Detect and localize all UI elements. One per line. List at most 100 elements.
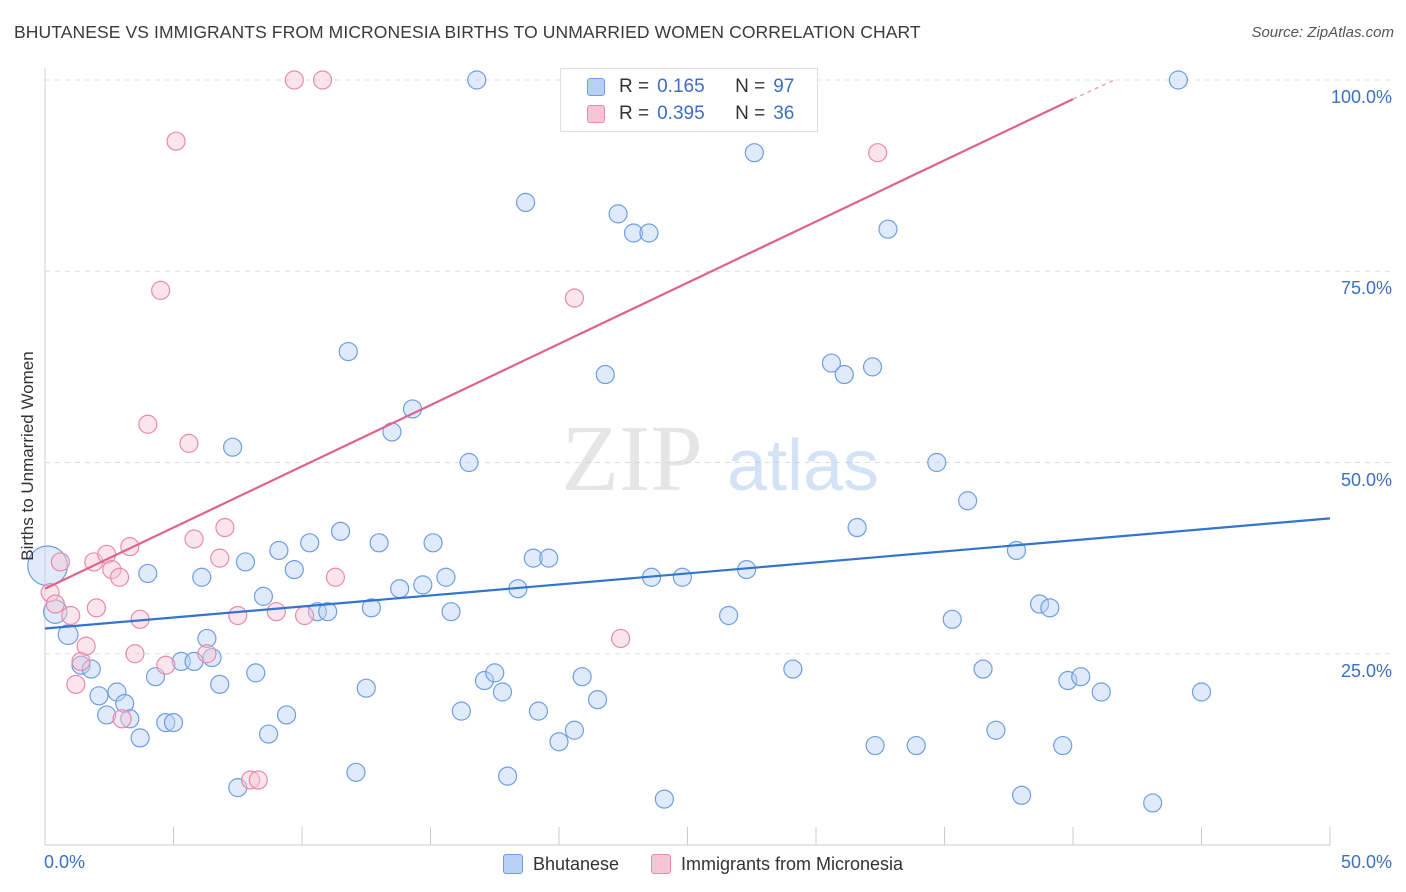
micronesia-point <box>166 131 186 151</box>
micronesia-point <box>45 594 65 614</box>
legend-item-bhutanese[interactable]: Bhutanese <box>502 853 620 875</box>
stats-legend: R = 0.165 N = 97 R = 0.395 N = 36 <box>560 68 818 132</box>
legend-label: Bhutanese <box>532 853 620 874</box>
bhutanese-point <box>564 720 585 740</box>
chart-title: BHUTANESE VS IMMIGRANTS FROM MICRONESIA … <box>14 22 921 42</box>
stats-row-bhutanese: R = 0.165 N = 97 <box>587 74 794 100</box>
bhutanese-point <box>906 735 926 756</box>
micronesia-point <box>138 414 158 434</box>
bhutanese-point <box>202 647 222 668</box>
r-label: R = <box>619 103 650 124</box>
bhutanese-point <box>390 579 410 599</box>
micronesia-point <box>284 70 304 90</box>
micronesia-point <box>611 628 631 649</box>
bhutanese-point <box>587 690 608 710</box>
bhutanese-point <box>528 701 549 721</box>
micronesia-point <box>61 605 81 626</box>
bhutanese-point <box>878 219 898 239</box>
micronesia-trend-line <box>44 98 1074 590</box>
bhutanese-point <box>672 567 692 587</box>
bhutanese-point <box>1029 594 1050 614</box>
bhutanese-point <box>942 609 962 629</box>
watermark-zip: ZIP <box>562 407 703 511</box>
micronesia-point <box>312 70 333 90</box>
micronesia-point <box>156 655 176 675</box>
blue-swatch-icon <box>502 854 523 874</box>
bhutanese-point <box>235 552 256 572</box>
bhutanese-point <box>223 437 243 457</box>
bhutanese-point <box>474 670 495 691</box>
y-axis-label: Births to Unmarried Women <box>18 351 37 561</box>
bhutanese-point <box>1058 670 1078 691</box>
bhutanese-point <box>821 353 842 373</box>
micronesia-point <box>66 674 86 694</box>
bhutanese-point <box>269 540 289 561</box>
bhutanese-point <box>338 341 358 362</box>
grid-lines <box>45 79 1395 655</box>
micronesia-point <box>86 598 107 618</box>
micronesia-point <box>109 567 130 587</box>
bhutanese-point <box>156 712 176 733</box>
bhutanese-point <box>498 766 518 786</box>
bhutanese-point <box>847 517 867 538</box>
micronesia-point <box>120 537 140 557</box>
bhutanese-point <box>549 732 569 752</box>
bhutanese-point <box>834 364 854 385</box>
bhutanese-point <box>284 559 304 580</box>
bhutanese-point <box>369 533 389 553</box>
micronesia-point <box>184 529 204 549</box>
bhutanese-point <box>192 567 212 587</box>
bhutanese-point <box>1071 667 1091 687</box>
micronesia-point <box>50 552 71 572</box>
pink-swatch-icon <box>651 854 672 874</box>
bhutanese-point <box>1191 682 1212 702</box>
micronesia-point <box>71 651 91 672</box>
r-value: 0.395 <box>657 103 705 124</box>
bhutanese-point <box>402 399 423 419</box>
y-tick-label: 75.0% <box>1340 278 1392 299</box>
micronesia-point <box>248 770 268 790</box>
micronesia-trend-extension <box>1072 79 1115 100</box>
bhutanese-point <box>595 364 615 385</box>
micronesia-point <box>102 559 122 580</box>
micronesia-point <box>179 433 199 453</box>
bhutanese-point <box>719 605 739 626</box>
bhutanese-point <box>246 663 266 683</box>
axes <box>44 68 1331 846</box>
blue-swatch-icon <box>587 78 605 96</box>
bhutanese-point <box>451 701 471 721</box>
legend-item-micronesia[interactable]: Immigrants from Micronesia <box>651 854 903 875</box>
series-legend: Bhutanese Immigrants from Micronesia <box>0 851 1406 877</box>
stats-row-micronesia: R = 0.395 N = 36 <box>587 101 794 127</box>
bhutanese-point <box>27 545 68 587</box>
bhutanese-point <box>608 204 628 224</box>
bhutanese-point <box>163 712 184 733</box>
bhutanese-point <box>1143 793 1163 813</box>
bhutanese-point <box>1040 598 1060 618</box>
bhutanese-point <box>253 586 274 606</box>
bhutanese-point <box>413 575 433 595</box>
bhutanese-point <box>865 735 885 756</box>
bhutanese-point <box>330 521 351 541</box>
micronesia-point <box>125 644 145 664</box>
micronesia-point <box>197 644 217 664</box>
r-value: 0.165 <box>657 76 705 97</box>
bhutanese-point <box>958 491 978 511</box>
n-label: N = <box>735 103 766 124</box>
bhutanese-point <box>467 70 487 90</box>
bhutanese-point <box>423 533 443 553</box>
r-label: R = <box>619 76 650 97</box>
y-tick-label: 50.0% <box>1340 469 1392 490</box>
bhutanese-point <box>783 659 803 679</box>
source-label: Source: ZipAtlas.com <box>1251 24 1394 41</box>
bhutanese-point <box>120 709 140 729</box>
bhutanese-point <box>436 567 456 587</box>
micronesia-point <box>325 567 346 587</box>
bhutanese-point <box>81 659 101 679</box>
bhutanese-points <box>27 70 1212 813</box>
micronesia-point <box>868 143 888 163</box>
bhutanese-point <box>515 192 536 212</box>
bhutanese-point <box>441 602 461 622</box>
bhutanese-point <box>361 598 381 618</box>
